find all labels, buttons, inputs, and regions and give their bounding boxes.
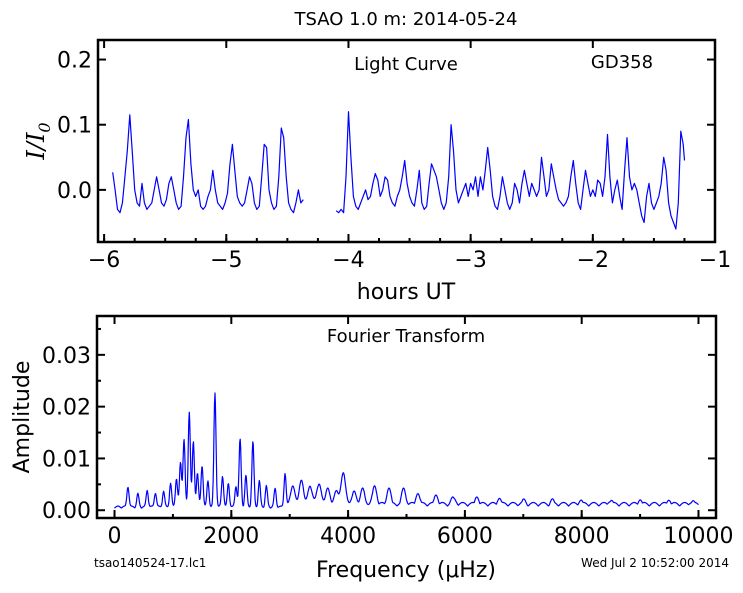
- fourier-panel: 0 2000 4000 6000 8000 10000 0.00 0.01 0.02 0.03 F…: [10, 314, 733, 583]
- light-curve-ylabel: I/I0: [22, 122, 54, 160]
- fourier-series: [114, 392, 699, 509]
- fourier-xtick-label: 6000: [437, 524, 493, 549]
- fourier-ytick-label: 0.00: [42, 499, 91, 524]
- light-curve-panel: −6 −5 −4 −3 −2 −10.00.10.2 Light Curve GD358 …: [22, 38, 731, 305]
- fourier-xtick-label: 0: [108, 524, 122, 549]
- light-curve-xlabel: hours UT: [357, 280, 456, 305]
- fourier-xtick-label: 4000: [320, 524, 376, 549]
- fourier-xtick-label: 2000: [203, 524, 259, 549]
- fourier-title: Fourier Transform: [327, 326, 485, 347]
- light-curve-segment-2: [335, 111, 686, 230]
- fourier-ytick-label: 0.01: [42, 447, 91, 472]
- fourier-xlabel: Frequency (μHz): [316, 558, 496, 583]
- light-curve-title: Light Curve: [354, 54, 458, 75]
- light-curve-ticks: −6 −5 −4 −3 −2 −1 0.0 0.1 0.2: [57, 40, 731, 273]
- light-curve-xtick-label: −6: [88, 248, 120, 273]
- light-curve-xtick-label: −4: [332, 248, 364, 273]
- light-curve-xtick-label: −1: [699, 248, 731, 273]
- light-curve-series: [112, 111, 686, 230]
- figure-title: TSAO 1.0 m: 2014-05-24: [294, 9, 518, 30]
- fourier-amplitude-spectrum: [114, 392, 699, 509]
- light-curve-frame: [96, 38, 717, 244]
- light-curve-segment-1: [112, 114, 304, 214]
- light-curve-xtick-label: −3: [454, 248, 486, 273]
- fourier-ylabel: Amplitude: [10, 361, 35, 474]
- fourier-ticks: 0 2000 4000 6000 8000 10000 0.00 0.01 0.02 0.03: [42, 316, 733, 549]
- fourier-ytick-label: 0.02: [42, 396, 91, 421]
- fourier-xtick-label: 10000: [663, 524, 733, 549]
- fourier-xtick-label: 8000: [554, 524, 610, 549]
- data-file-name: tsao140524-17.lc1: [94, 556, 206, 570]
- fourier-ytick-label: 0.03: [42, 344, 91, 369]
- light-curve-ytick-label: 0.1: [57, 114, 92, 139]
- plot-timestamp: Wed Jul 2 10:52:00 2014: [581, 556, 729, 570]
- light-curve-ytick-label: 0.0: [57, 179, 92, 204]
- star-name-label: GD358: [591, 52, 653, 73]
- light-curve-xtick-label: −5: [210, 248, 242, 273]
- light-curve-ytick-label: 0.2: [57, 49, 92, 74]
- light-curve-xtick-label: −2: [577, 248, 609, 273]
